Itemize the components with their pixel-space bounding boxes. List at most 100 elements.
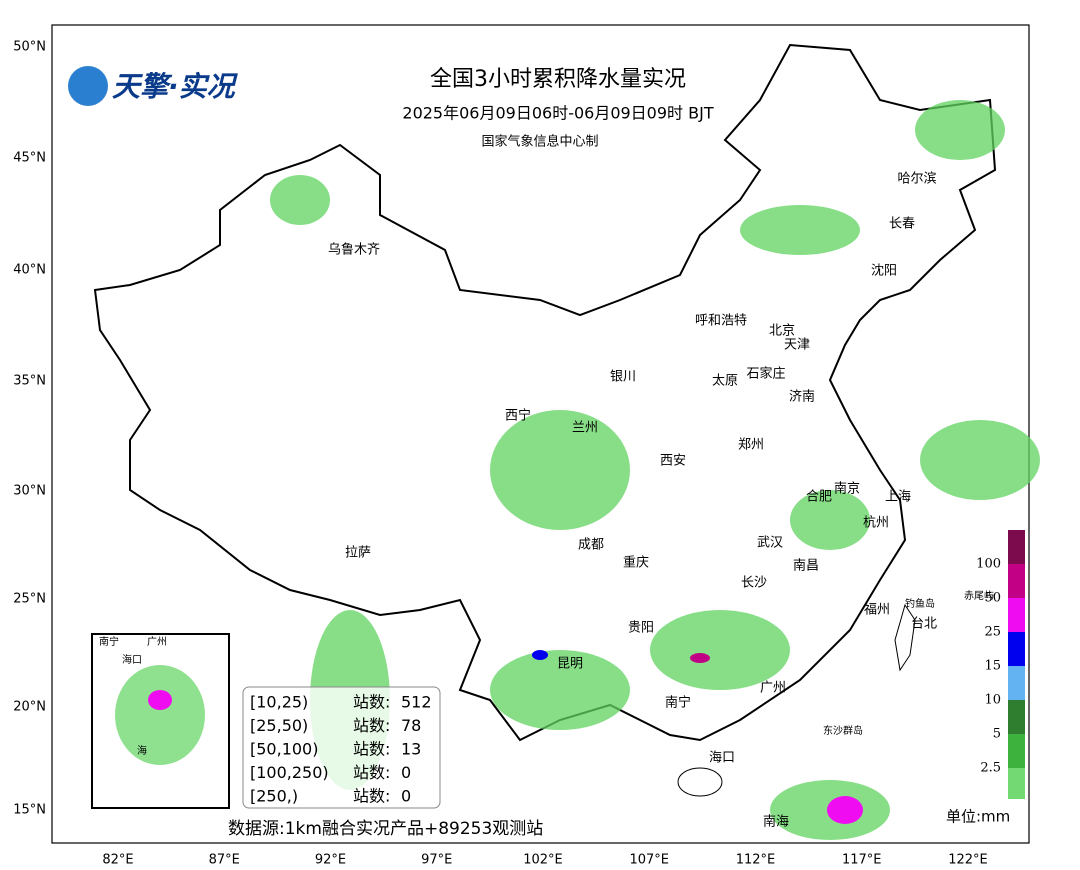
city-label: 济南: [789, 389, 815, 405]
precip-area: [920, 420, 1040, 500]
legend-level: 2.5: [980, 761, 1001, 776]
stats-range: [50,100): [250, 740, 318, 759]
city-label: 西宁: [505, 408, 531, 424]
heavy-precip: [532, 650, 548, 660]
city-label: 石家庄: [746, 366, 785, 382]
inset-label: 南宁: [99, 635, 119, 648]
city-label: 广州: [760, 681, 786, 696]
city-label: 上海: [885, 490, 911, 505]
city-label: 合肥: [806, 490, 832, 505]
stats-range: [10,25): [250, 693, 308, 712]
stats-count-label: 站数:: [353, 693, 390, 712]
city-label: 钓鱼岛: [905, 597, 935, 610]
unit-label: 单位:mm: [946, 808, 1010, 826]
title: 全国3小时累积降水量实况: [430, 67, 686, 92]
city-label: 银川: [610, 370, 636, 385]
hainan-outline: [677, 767, 723, 797]
inset-label: 海口: [122, 653, 142, 666]
city-label: 南昌: [793, 558, 819, 574]
legend-level: 10: [984, 693, 1001, 708]
inset-label: 海: [137, 744, 147, 757]
lat-label: 20°N: [13, 700, 46, 715]
lat-label: 45°N: [13, 151, 46, 166]
lat-label: 40°N: [13, 263, 46, 278]
precip-area: [650, 610, 790, 690]
city-label: 昆明: [557, 657, 583, 672]
city-label: 乌鲁木齐: [328, 242, 380, 258]
lat-label: 35°N: [13, 374, 46, 389]
city-label: 郑州: [738, 438, 764, 453]
city-label: 天津: [784, 338, 810, 353]
taiwan-outline: [894, 603, 916, 672]
precip-area: [740, 205, 860, 255]
legend-swatch: [1008, 666, 1025, 700]
producer: 国家气象信息中心制: [481, 134, 598, 150]
legend-swatch: [1008, 564, 1025, 598]
precip-area: [790, 490, 870, 550]
heavy-precip: [690, 653, 710, 663]
stats-count: 0: [401, 763, 411, 782]
precip-area: [490, 410, 630, 530]
lat-label: 30°N: [13, 484, 46, 499]
data-source: 数据源:1km融合实况产品+89253观测站: [228, 819, 543, 839]
city-label: 拉萨: [345, 546, 371, 561]
stats-count-label: 站数:: [353, 763, 390, 782]
legend-level: 25: [984, 625, 1001, 640]
stats-count: 0: [401, 787, 411, 806]
logo-text: 天擎·实况: [112, 70, 239, 103]
city-label: 长春: [889, 217, 915, 232]
stats-range: [250,): [250, 787, 298, 806]
city-label: 太原: [712, 374, 738, 389]
inset-precip: [115, 665, 205, 765]
city-label: 重庆: [623, 555, 649, 571]
inset-label: 广州: [147, 636, 167, 648]
city-label: 杭州: [863, 516, 889, 531]
city-label: 哈尔滨: [897, 171, 936, 187]
precip-area: [270, 175, 330, 225]
stats-count: 13: [401, 740, 421, 759]
city-label: 武汉: [757, 536, 783, 551]
lon-label: 107°E: [629, 853, 669, 868]
country-border: [93, 43, 997, 742]
city-label: 海口: [709, 751, 735, 766]
lon-label: 87°E: [209, 853, 240, 868]
city-label: 呼和浩特: [695, 314, 747, 329]
city-label: 兰州: [572, 421, 598, 436]
legend-swatch: [1008, 598, 1025, 632]
legend-swatch: [1008, 768, 1025, 799]
city-label: 台北: [911, 617, 937, 632]
city-label: 南京: [834, 481, 860, 497]
stats-count: 512: [401, 693, 432, 712]
lat-label: 15°N: [13, 803, 46, 818]
lon-label: 112°E: [736, 853, 776, 868]
city-label: 西安: [660, 454, 686, 469]
stats-count-label: 站数:: [353, 787, 390, 806]
city-label: 赤尾屿: [964, 590, 994, 602]
lon-label: 97°E: [421, 853, 452, 868]
legend-level: 5: [993, 727, 1001, 742]
lat-label: 25°N: [13, 592, 46, 607]
precip-area: [490, 650, 630, 730]
stats-count-label: 站数:: [353, 716, 390, 735]
city-label: 南海: [763, 814, 789, 830]
lon-label: 122°E: [948, 853, 988, 868]
logo-icon: [68, 66, 108, 106]
city-label: 福州: [864, 603, 890, 618]
precip-area: [915, 100, 1005, 160]
legend-swatch: [1008, 734, 1025, 768]
city-label: 贵阳: [628, 621, 654, 636]
legend-swatch: [1008, 632, 1025, 666]
lon-label: 117°E: [842, 853, 882, 868]
legend-level: 100: [976, 557, 1001, 572]
city-label: 北京: [769, 324, 795, 339]
city-label: 沈阳: [871, 264, 897, 279]
stats-count: 78: [401, 716, 421, 735]
inset-heavy-precip: [148, 690, 172, 710]
legend-level: 50: [984, 591, 1001, 606]
city-label: 长沙: [741, 576, 767, 591]
city-label: 东沙群岛: [823, 724, 863, 737]
legend-swatch: [1008, 530, 1025, 564]
lon-label: 92°E: [315, 853, 346, 868]
